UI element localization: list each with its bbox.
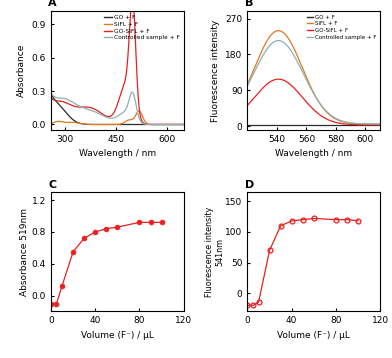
X-axis label: Wavelength / nm: Wavelength / nm [275,150,352,159]
Y-axis label: Absorbance: Absorbance [17,44,26,97]
Y-axis label: Fluorescence intensity: Fluorescence intensity [211,19,220,121]
Text: B: B [245,0,253,8]
Text: A: A [48,0,57,8]
Text: D: D [245,180,254,190]
Y-axis label: Absorbance 519nm: Absorbance 519nm [20,208,29,296]
Text: C: C [48,180,56,190]
Legend: GO + F, SiFL + F, GO-SiFL + F, Controlled sample + F: GO + F, SiFL + F, GO-SiFL + F, Controlle… [103,14,181,42]
Legend: GO + F, SiFL + F, GO-SiFL + F, Controlled sample + F: GO + F, SiFL + F, GO-SiFL + F, Controlle… [305,14,377,41]
X-axis label: Wavelength / nm: Wavelength / nm [79,150,156,159]
Y-axis label: Fluorescence intensity
541nm: Fluorescence intensity 541nm [205,207,224,297]
X-axis label: Volume (F⁻) / μL: Volume (F⁻) / μL [81,331,154,340]
X-axis label: Volume (F⁻) / μL: Volume (F⁻) / μL [278,331,350,340]
